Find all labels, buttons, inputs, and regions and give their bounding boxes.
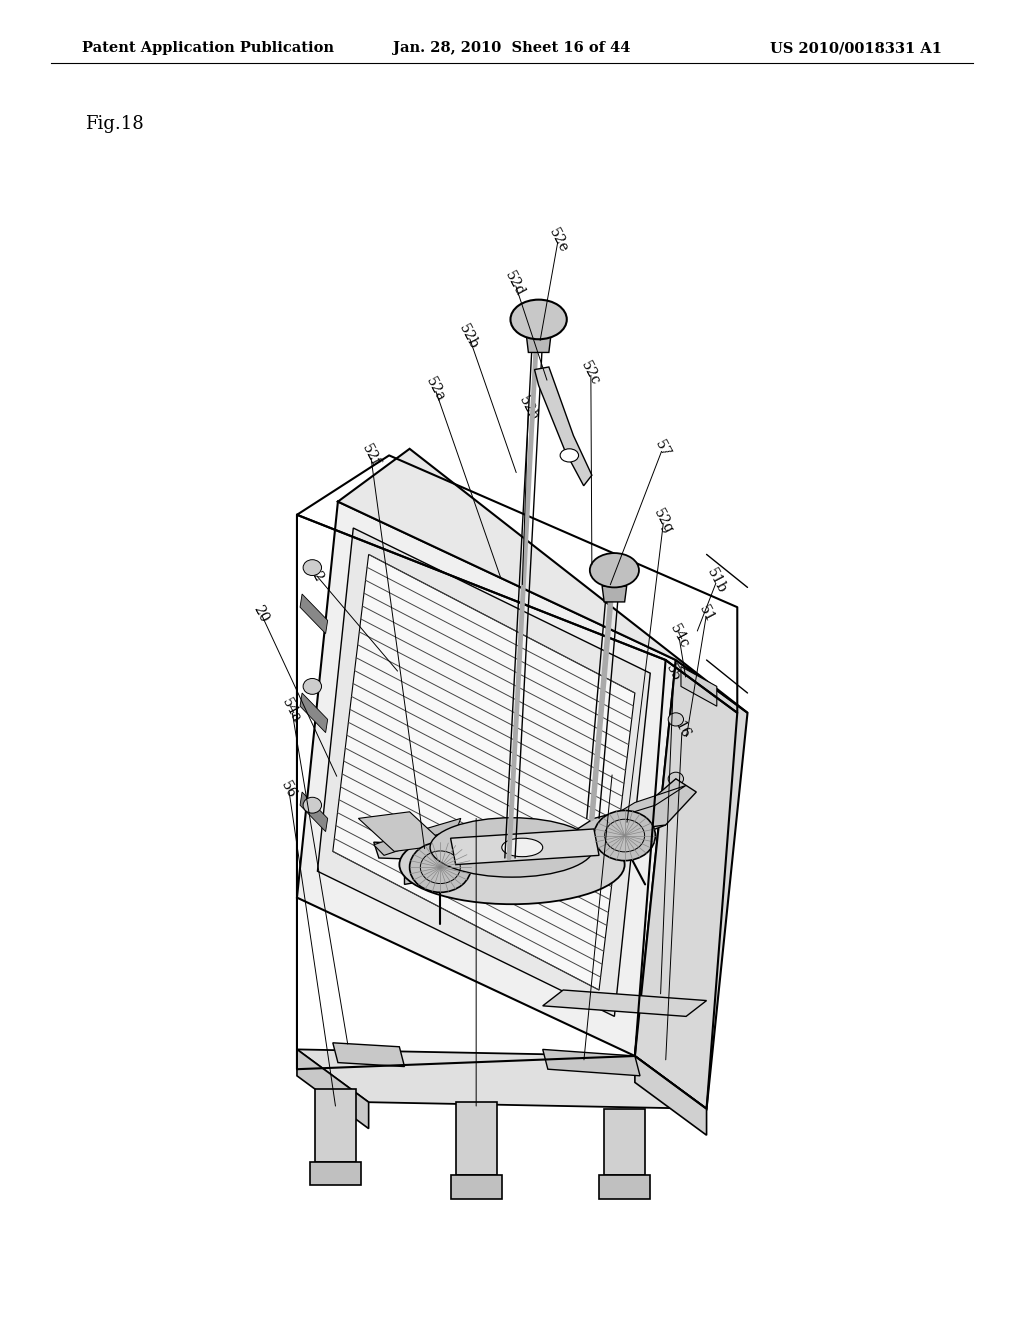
Text: 52d: 52d (503, 269, 527, 298)
Text: Fig.18: Fig.18 (85, 115, 143, 133)
Ellipse shape (502, 838, 543, 857)
Polygon shape (602, 586, 627, 602)
Polygon shape (297, 502, 676, 1056)
Polygon shape (333, 554, 635, 990)
Polygon shape (297, 1049, 707, 1109)
Polygon shape (338, 449, 748, 713)
Text: Jan. 28, 2010  Sheet 16 of 44: Jan. 28, 2010 Sheet 16 of 44 (393, 41, 631, 55)
Polygon shape (374, 812, 666, 865)
Polygon shape (374, 818, 461, 855)
Polygon shape (300, 594, 328, 634)
Polygon shape (599, 1175, 650, 1199)
Text: 52e: 52e (546, 226, 570, 255)
Polygon shape (451, 1175, 502, 1199)
Polygon shape (310, 1162, 361, 1185)
Text: 54b: 54b (600, 758, 625, 787)
Ellipse shape (430, 817, 594, 878)
Text: 52h: 52h (516, 395, 541, 424)
Polygon shape (543, 1049, 640, 1076)
Ellipse shape (560, 449, 579, 462)
Polygon shape (451, 829, 599, 865)
Text: Patent Application Publication: Patent Application Publication (82, 41, 334, 55)
Polygon shape (315, 1089, 356, 1162)
Text: 55: 55 (664, 663, 684, 684)
Ellipse shape (590, 553, 639, 587)
Text: 52a: 52a (423, 375, 447, 404)
Text: 52b: 52b (457, 322, 481, 351)
Ellipse shape (303, 560, 322, 576)
Polygon shape (456, 1102, 497, 1175)
Text: US 2010/0018331 A1: US 2010/0018331 A1 (770, 41, 942, 55)
Text: 51b: 51b (705, 566, 729, 595)
Text: 51: 51 (696, 603, 717, 624)
Ellipse shape (510, 300, 567, 339)
Ellipse shape (669, 713, 684, 726)
Text: 12: 12 (305, 564, 326, 585)
Polygon shape (333, 1043, 404, 1067)
Polygon shape (404, 779, 696, 884)
Text: 51a: 51a (464, 801, 488, 830)
Text: 56: 56 (279, 779, 299, 800)
Text: 16: 16 (672, 719, 692, 741)
Polygon shape (681, 667, 717, 706)
Text: 52c: 52c (579, 359, 603, 388)
Polygon shape (635, 660, 748, 1109)
Polygon shape (543, 990, 707, 1016)
Polygon shape (526, 335, 551, 352)
Text: 54a: 54a (280, 696, 304, 725)
Ellipse shape (669, 772, 684, 785)
Polygon shape (297, 1049, 369, 1129)
Polygon shape (604, 785, 686, 821)
Text: 54c: 54c (667, 622, 691, 651)
Polygon shape (635, 1056, 707, 1135)
Text: 57: 57 (652, 438, 673, 459)
Polygon shape (317, 528, 650, 1016)
Ellipse shape (303, 797, 322, 813)
Polygon shape (535, 367, 592, 486)
Text: 52g: 52g (651, 507, 676, 536)
Polygon shape (300, 693, 328, 733)
Polygon shape (604, 1109, 645, 1175)
Ellipse shape (410, 842, 471, 892)
Text: 20: 20 (251, 603, 271, 624)
Text: 52f: 52f (359, 442, 382, 469)
Polygon shape (300, 792, 328, 832)
Ellipse shape (594, 810, 655, 861)
Ellipse shape (303, 678, 322, 694)
Ellipse shape (399, 825, 625, 904)
Polygon shape (358, 812, 445, 851)
